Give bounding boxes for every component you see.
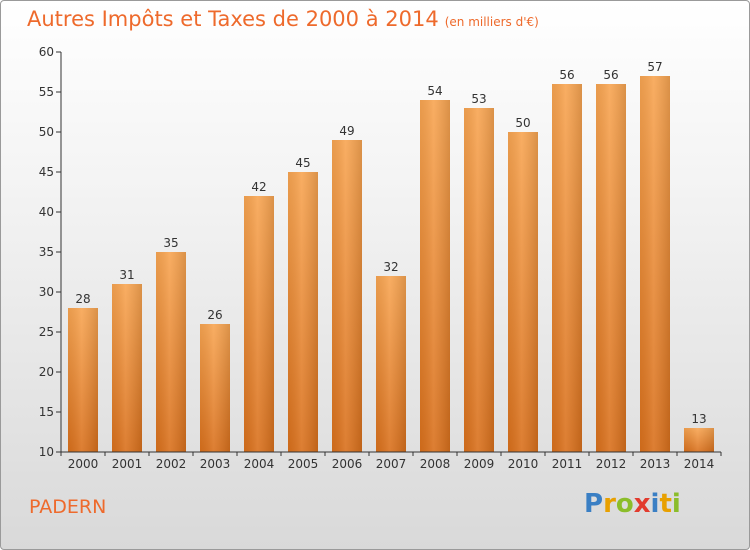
bar-shade: [684, 428, 714, 452]
x-tick-label: 2002: [156, 457, 187, 471]
y-tick-label: 55: [39, 85, 54, 99]
y-tick-label: 60: [39, 45, 54, 59]
x-tick-label: 2009: [464, 457, 495, 471]
x-tick-label: 2014: [684, 457, 715, 471]
y-tick-label: 15: [39, 405, 54, 419]
bar-value-label: 56: [559, 68, 574, 82]
bar-shade: [288, 172, 318, 452]
y-tick-label: 35: [39, 245, 54, 259]
chart-title-text: Autres Impôts et Taxes de 2000 à 2014: [27, 7, 439, 31]
logo-letter: r: [603, 489, 616, 519]
bar-shade: [112, 284, 142, 452]
logo-letter: i: [671, 489, 681, 519]
bar-shade: [508, 132, 538, 452]
bar-value-label: 31: [119, 268, 134, 282]
bar-value-label: 35: [163, 236, 178, 250]
bar-value-label: 57: [647, 60, 662, 74]
bar-value-label: 28: [75, 292, 90, 306]
bar-shade: [244, 196, 274, 452]
bar-value-label: 45: [295, 156, 310, 170]
x-axis: 2000 2001 2002 2003 2004 2005 2006 2007 2008 2009…: [60, 451, 722, 471]
x-tick-label: 2011: [552, 457, 583, 471]
bar-shade: [68, 308, 98, 452]
bar-value-label: 26: [207, 308, 222, 322]
x-tick-label: 2003: [200, 457, 231, 471]
bar-value-label: 56: [603, 68, 618, 82]
bar-shade: [200, 324, 230, 452]
bars: 28 31 35 26 42 45 49 32 54 53 50 56 56 57 13: [68, 60, 714, 452]
logo-letter: i: [650, 489, 660, 519]
bar-shade: [156, 252, 186, 452]
logo-letter: t: [659, 489, 672, 519]
bar-shade: [376, 276, 406, 452]
logo-letter: o: [615, 489, 634, 519]
x-tick-label: 2007: [376, 457, 407, 471]
bar-shade: [464, 108, 494, 452]
y-tick-label: 30: [39, 285, 54, 299]
y-tick-label: 10: [39, 445, 54, 459]
x-tick-label: 2004: [244, 457, 275, 471]
bar-value-label: 13: [691, 412, 706, 426]
chart-title: Autres Impôts et Taxes de 2000 à 2014 (en…: [27, 7, 539, 31]
y-tick-label: 20: [39, 365, 54, 379]
x-tick-label: 2008: [420, 457, 451, 471]
chart-unit: (en milliers d'€): [444, 15, 539, 29]
proxiti-logo: Proxiti: [584, 489, 681, 519]
bar-value-label: 53: [471, 92, 486, 106]
bar-shade: [640, 76, 670, 452]
x-tick-label: 2000: [68, 457, 99, 471]
x-tick-label: 2005: [288, 457, 319, 471]
y-tick-label: 25: [39, 325, 54, 339]
x-tick-label: 2006: [332, 457, 363, 471]
bar-value-label: 50: [515, 116, 530, 130]
bar-value-label: 54: [427, 84, 442, 98]
y-tick-label: 50: [39, 125, 54, 139]
logo-letter: x: [633, 489, 651, 519]
logo-letter: P: [584, 489, 604, 519]
y-tick-label: 45: [39, 165, 54, 179]
x-tick-label: 2010: [508, 457, 539, 471]
y-axis: 10 15 20 25 30 35 40 45 50 55 60: [39, 45, 62, 459]
bar-shade: [420, 100, 450, 452]
place-name: PADERN: [29, 496, 107, 518]
x-tick-label: 2012: [596, 457, 627, 471]
bar-value-label: 49: [339, 124, 354, 138]
bar-value-label: 32: [383, 260, 398, 274]
bar-value-label: 42: [251, 180, 266, 194]
bar-shade: [596, 84, 626, 452]
y-tick-label: 40: [39, 205, 54, 219]
x-tick-label: 2001: [112, 457, 143, 471]
bar-shade: [552, 84, 582, 452]
bar-shade: [332, 140, 362, 452]
x-tick-label: 2013: [640, 457, 671, 471]
